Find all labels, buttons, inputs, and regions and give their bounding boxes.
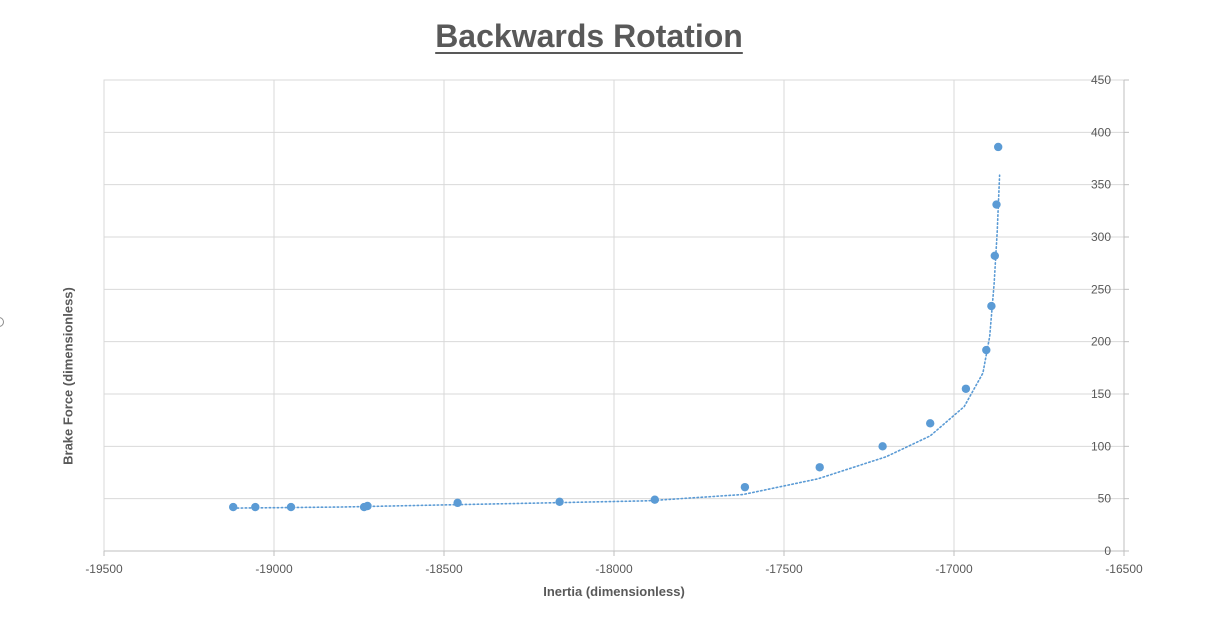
- y-tick-label: 350: [1091, 178, 1111, 192]
- y-axis-ticks: 0 50 100 150 200 250 300 350 400 450: [1091, 73, 1129, 558]
- y-tick-label: 150: [1091, 387, 1111, 401]
- y-tick-label: 300: [1091, 230, 1111, 244]
- data-point: [363, 501, 372, 511]
- data-point: [251, 502, 260, 512]
- x-tick-label: -19000: [255, 562, 293, 576]
- chart-title-text: Backwards Rotation: [435, 18, 743, 54]
- data-point: [994, 142, 1003, 152]
- data-point: [990, 251, 999, 261]
- y-axis-title: Brake Force (dimensionless): [60, 287, 76, 465]
- data-point: [982, 345, 991, 355]
- y-tick-label: 450: [1091, 73, 1111, 87]
- chart-title: Backwards Rotation: [0, 18, 1178, 55]
- data-point: [453, 498, 462, 508]
- y-tick-label: 100: [1091, 439, 1111, 453]
- x-tick-label: -18000: [595, 562, 633, 576]
- data-point: [286, 502, 296, 512]
- trendline: [232, 174, 1001, 509]
- x-axis-title: Inertia (dimensionless): [543, 584, 685, 599]
- data-point: [992, 200, 1001, 209]
- gridlines: [104, 80, 1124, 551]
- data-point: [815, 463, 824, 472]
- y-tick-label: 250: [1091, 282, 1111, 296]
- data-points: [229, 142, 1003, 512]
- x-tick-label: -17500: [765, 562, 803, 576]
- x-tick-label: -18500: [425, 562, 463, 576]
- data-point: [961, 384, 971, 393]
- data-point: [740, 482, 750, 492]
- x-tick-label: -19500: [85, 562, 123, 576]
- y-tick-label: 400: [1091, 125, 1111, 139]
- data-point: [555, 497, 564, 507]
- x-axis-ticks: -19500 -19000 -18500 -18000 -17500 -17000 -165…: [85, 551, 1143, 576]
- data-point: [987, 301, 996, 311]
- x-tick-label: -16500: [1105, 562, 1143, 576]
- y-tick-label: 50: [1098, 492, 1112, 506]
- data-point: [229, 502, 238, 512]
- y-tick-label: 0: [1104, 544, 1111, 558]
- data-point: [926, 419, 935, 428]
- data-point: [650, 495, 659, 504]
- y-tick-label: 200: [1091, 335, 1111, 349]
- x-tick-label: -17000: [935, 562, 973, 576]
- data-point: [878, 442, 887, 451]
